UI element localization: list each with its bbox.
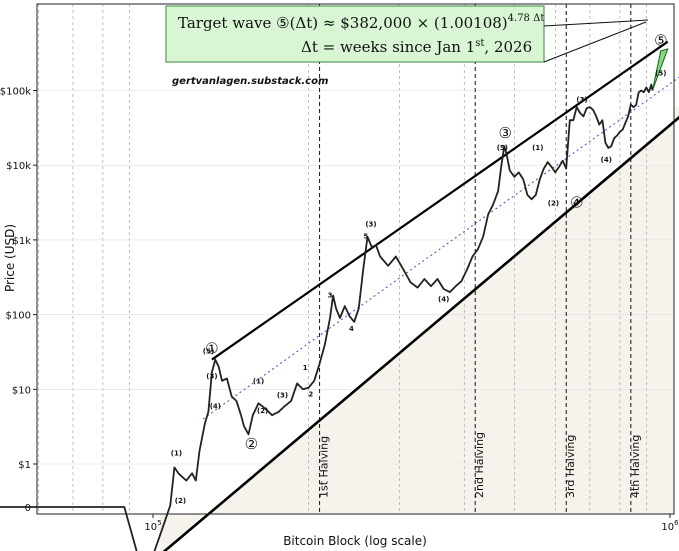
halving-label: 1st Halving [318, 436, 331, 498]
major-wave-label: ② [245, 435, 258, 453]
channel-fill [159, 107, 679, 551]
formula-line-2: Δt = weeks since Jan 1st, 2026 [301, 38, 532, 56]
formula-box [165, 5, 545, 63]
y-tick-label: 0 [25, 503, 31, 514]
minor-wave-label: (2) [548, 199, 559, 207]
plot-frame [36, 3, 675, 515]
formula-connector [543, 21, 647, 63]
halving-label: 4th Halving [629, 435, 642, 498]
minor-wave-label: (1) [532, 144, 543, 152]
minor-wave-label: 1 [303, 364, 308, 372]
major-wave-label: ③ [498, 124, 511, 142]
x-axis-label: Bitcoin Block (log scale) [283, 534, 427, 548]
minor-wave-label: (2) [175, 497, 186, 505]
minor-wave-label: (5) [655, 69, 666, 77]
minor-wave-label: (4) [210, 403, 221, 411]
source-label: gertvanlagen.substack.com [172, 76, 328, 87]
minor-wave-label: (5) [203, 348, 214, 356]
minor-wave-label: (3) [576, 96, 587, 104]
upper-channel-line [211, 40, 669, 361]
minor-wave-label: (2) [257, 407, 268, 415]
halving-label: 3rd Halving [564, 435, 577, 498]
y-tick-label: $10 [12, 385, 31, 396]
y-tick-label: $100k [0, 87, 31, 98]
y-tick-label: $100 [6, 311, 31, 322]
lower-channel-line [162, 115, 679, 551]
minor-wave-label: (1) [171, 449, 182, 457]
minor-wave-label: (4) [601, 156, 612, 164]
y-axis-label: Price (USD) [3, 224, 17, 292]
minor-wave-label: (4) [438, 295, 449, 303]
minor-wave-label: (3) [206, 372, 217, 380]
minor-wave-label: 3 [328, 291, 333, 299]
x-tick-label: 106 [661, 519, 679, 533]
price-line [0, 83, 654, 551]
y-tick-label: $10k [6, 161, 31, 172]
major-wave-label: ① [205, 340, 218, 358]
minor-wave-label: (3) [277, 391, 288, 399]
major-wave-label: ④ [570, 194, 583, 212]
mid-channel-line [202, 76, 679, 420]
y-tick-label: $1k [12, 236, 31, 247]
minor-wave-label: 5 [363, 232, 368, 240]
formula-connector [543, 19, 649, 27]
x-tick-label: 105 [144, 519, 161, 533]
minor-wave-label: (1) [253, 377, 264, 385]
minor-wave-label: 2 [308, 391, 313, 399]
y-tick-label: $1 [18, 460, 31, 471]
minor-wave-label: (3) [365, 221, 376, 229]
minor-wave-label: 4 [349, 325, 354, 333]
formula-line-1: Target wave ⑤(Δt) ≈ $382,000 × (1.00108)… [178, 13, 544, 32]
major-wave-label: ⑤ [654, 32, 667, 50]
halving-label: 2nd Halving [473, 432, 486, 498]
minor-wave-label: (5) [497, 144, 508, 152]
wave5-projection [651, 48, 669, 91]
